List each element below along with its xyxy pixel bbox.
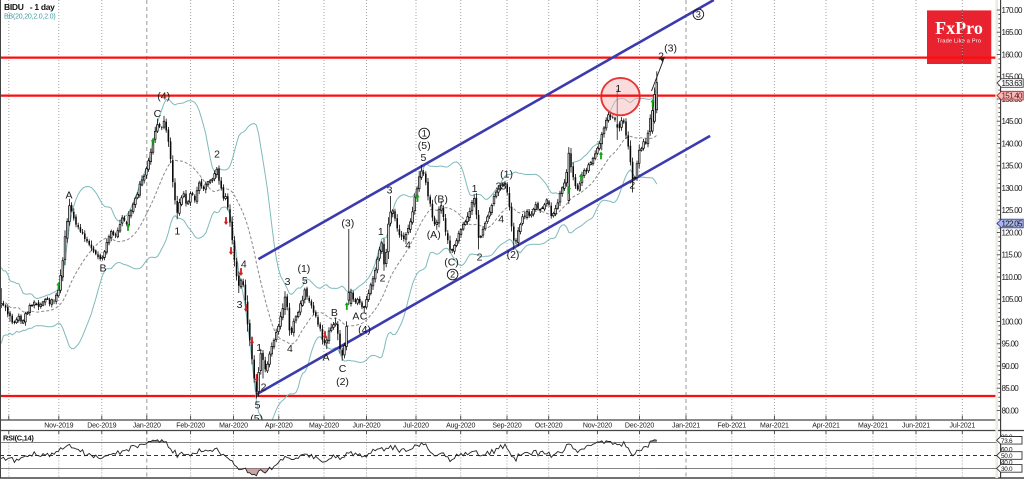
svg-text:Apr-2020: Apr-2020: [265, 423, 293, 430]
svg-text:(4): (4): [157, 90, 170, 102]
svg-text:(C): (C): [444, 257, 459, 269]
svg-text:110.00: 110.00: [1002, 273, 1023, 282]
svg-text:(3): (3): [341, 217, 354, 229]
svg-text:120.00: 120.00: [1002, 228, 1024, 237]
svg-text:Feb-2021: Feb-2021: [717, 423, 746, 430]
svg-text:60.0: 60.0: [1001, 447, 1013, 454]
svg-text:Aug-2020: Aug-2020: [446, 423, 475, 430]
svg-text:160.00: 160.00: [1002, 50, 1024, 59]
svg-text:Jan-2020: Jan-2020: [133, 423, 161, 430]
svg-text:90.00: 90.00: [1002, 362, 1020, 371]
svg-text:5: 5: [501, 180, 507, 192]
svg-text:BB(20,20,2.0,2.0): BB(20,20,2.0,2.0): [4, 14, 55, 21]
svg-text:Jul-2020: Jul-2020: [403, 423, 429, 430]
svg-text:A: A: [352, 311, 359, 323]
svg-text:3: 3: [696, 10, 701, 20]
svg-text:130.00: 130.00: [1002, 184, 1024, 193]
svg-text:2: 2: [214, 149, 220, 161]
svg-text:Sep-2020: Sep-2020: [492, 423, 521, 430]
svg-text:Trade Like a Pro: Trade Like a Pro: [937, 38, 981, 44]
svg-text:BIDU - 1 day: BIDU - 1 day: [4, 2, 55, 12]
svg-text:30.0: 30.0: [1001, 466, 1013, 473]
svg-text:73.6: 73.6: [1001, 438, 1013, 445]
svg-text:125.00: 125.00: [1002, 206, 1024, 215]
svg-text:1: 1: [472, 183, 478, 195]
svg-text:105.00: 105.00: [1002, 295, 1024, 304]
svg-text:3: 3: [387, 184, 393, 196]
svg-text:5: 5: [420, 152, 426, 164]
svg-text:1: 1: [256, 342, 262, 354]
svg-text:C: C: [154, 108, 162, 120]
svg-text:4: 4: [498, 213, 504, 225]
svg-text:170.00: 170.00: [1002, 6, 1024, 15]
svg-text:(1): (1): [297, 263, 310, 275]
svg-text:2: 2: [629, 179, 635, 191]
svg-text:5: 5: [255, 400, 261, 412]
svg-text:80.00: 80.00: [1002, 406, 1020, 415]
svg-text:FxPro: FxPro: [935, 18, 983, 38]
svg-text:Mar-2021: Mar-2021: [760, 423, 789, 430]
svg-text:Apr-2021: Apr-2021: [812, 423, 840, 430]
svg-text:Jun-2020: Jun-2020: [353, 423, 381, 430]
svg-text:165.00: 165.00: [1002, 28, 1024, 37]
svg-text:Oct-2020: Oct-2020: [535, 423, 563, 430]
svg-text:85.00: 85.00: [1002, 384, 1020, 393]
svg-text:Jun-2021: Jun-2021: [902, 423, 930, 430]
svg-text:(5): (5): [250, 413, 263, 425]
svg-text:2: 2: [450, 270, 455, 280]
svg-text:Jan-2021: Jan-2021: [672, 423, 700, 430]
svg-text:122.05: 122.05: [1002, 219, 1024, 228]
svg-text:RSI(C,14): RSI(C,14): [3, 434, 34, 443]
svg-text:B: B: [99, 263, 106, 275]
svg-text:155.00: 155.00: [1002, 73, 1024, 82]
svg-text:3: 3: [496, 180, 502, 192]
svg-text:C: C: [360, 310, 368, 322]
svg-text:Feb-2020: Feb-2020: [176, 423, 205, 430]
svg-text:115.00: 115.00: [1002, 251, 1023, 260]
svg-text:95.00: 95.00: [1002, 340, 1020, 349]
svg-text:4: 4: [241, 258, 247, 270]
svg-text:Nov-2019: Nov-2019: [44, 423, 73, 430]
svg-text:(2): (2): [336, 376, 349, 388]
svg-text:(5): (5): [418, 140, 431, 152]
svg-text:A: A: [65, 190, 72, 202]
svg-text:2: 2: [261, 382, 267, 394]
svg-text:(1): (1): [500, 169, 513, 181]
svg-text:151.40: 151.40: [1002, 92, 1024, 101]
svg-text:May-2021: May-2021: [858, 423, 888, 430]
svg-text:(3): (3): [664, 42, 677, 54]
svg-text:153.63: 153.63: [1002, 79, 1024, 88]
svg-text:1: 1: [378, 226, 384, 238]
svg-text:1: 1: [422, 129, 427, 139]
svg-text:Jul-2021: Jul-2021: [949, 423, 975, 430]
svg-text:B: B: [331, 307, 338, 319]
svg-text:1: 1: [174, 226, 180, 238]
svg-text:May-2020: May-2020: [309, 423, 339, 430]
svg-text:1: 1: [615, 83, 621, 95]
svg-text:(B): (B): [434, 194, 448, 206]
svg-text:3: 3: [237, 299, 243, 311]
svg-text:Mar-2020: Mar-2020: [219, 423, 248, 430]
svg-text:Nov-2020: Nov-2020: [583, 423, 612, 430]
svg-text:135.00: 135.00: [1002, 162, 1024, 171]
svg-text:C: C: [339, 363, 347, 375]
svg-text:(A): (A): [427, 229, 441, 241]
svg-text:Dec-2020: Dec-2020: [625, 423, 654, 430]
svg-text:A: A: [322, 352, 329, 364]
svg-text:2: 2: [658, 51, 664, 63]
svg-text:3: 3: [285, 276, 291, 288]
svg-text:(4): (4): [358, 324, 371, 336]
svg-text:50.0: 50.0: [1001, 453, 1013, 460]
svg-text:4: 4: [287, 343, 293, 355]
svg-text:4: 4: [405, 240, 411, 252]
svg-text:140.00: 140.00: [1002, 139, 1024, 148]
svg-text:40.0: 40.0: [1001, 460, 1013, 467]
svg-text:2: 2: [477, 251, 483, 263]
svg-text:145.00: 145.00: [1002, 117, 1024, 126]
svg-text:5: 5: [302, 275, 308, 287]
svg-text:100.00: 100.00: [1002, 317, 1024, 326]
svg-text:2: 2: [380, 272, 386, 284]
svg-text:Dec-2019: Dec-2019: [87, 423, 116, 430]
svg-text:(2): (2): [507, 249, 520, 261]
